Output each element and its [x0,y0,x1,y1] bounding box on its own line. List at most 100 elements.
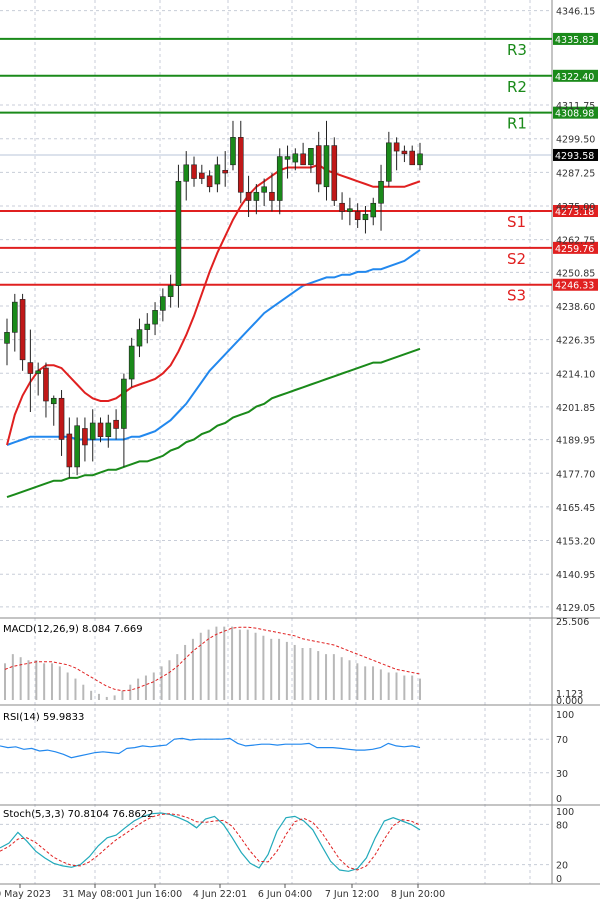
candle-body-bull [144,323,151,330]
support-resistance-levels: R3 4335.83 R2 4322.40 R1 4308.98 S1 4273.18 S2 42… [0,32,598,305]
candle-body-bear [191,164,197,179]
stoch-tick-label: 80 [556,820,568,831]
candle-body-bear [19,299,26,361]
candle-body-bull [323,145,330,188]
time-tick-label: 1 Jun 16:00 [128,889,182,900]
price-tick-label: 4262.75 [556,236,595,247]
rsi-tick-label: 70 [556,735,568,746]
candle-body-bull [128,345,135,380]
candle-body-bull [347,208,353,212]
stoch-tick-label: 100 [556,807,574,818]
candle-body-bull [370,202,377,218]
price-tick-label: 4165.45 [556,503,595,514]
candle-body-bull [230,137,236,166]
grid [0,0,600,885]
level-price-label-s3: 4246.33 [555,281,594,292]
candle-body-bull [121,378,127,429]
rsi-tick-label: 30 [556,769,568,780]
level-name-s2: S2 [507,250,526,268]
level-price-tag [553,32,598,45]
price-tick-label: 4226.35 [556,336,595,347]
candle-body-bear [401,150,408,155]
level-price-label-s2: 4259.76 [555,244,594,255]
level-name-r1: R1 [507,115,527,133]
rsi-tick-label: 100 [556,710,574,721]
candle-body-bull [284,156,291,160]
candle-body-bull [4,332,10,344]
ma-slow-line [6,347,421,499]
level-name-s3: S3 [507,287,526,305]
rsi-title: RSI(14) 59.9833 [3,712,84,723]
candle-body-bear [58,397,65,440]
time-axis: 30 May 2023 31 May 08:001 Jun 16:00 4 Jun … [0,884,445,900]
candle-body-bear [354,211,361,221]
price-tick-label: 4275.00 [556,202,595,213]
price-axis: 4346.15 4311.75 4299.50 4287.25 4275.00 4262.… [556,7,595,614]
level-price-tag [553,69,598,82]
price-tick-label: 4189.95 [556,436,595,447]
price-tick-label: 4140.95 [556,570,595,581]
candle-body-bear [315,145,322,185]
candle-body-bear [206,175,213,188]
stoch-d-line [0,813,421,871]
time-tick-label: 7 Jun 12:00 [325,889,379,900]
candle-body-bear [245,191,252,201]
candle-body-bull [378,180,384,204]
rsi-panel: 100 70 30 0 [0,710,574,805]
candle-body-bear [82,428,88,446]
candle-body-bull [261,186,267,193]
price-tick-label: 4311.75 [556,101,595,112]
candle-body-bull [292,153,299,163]
rsi-tick-label: 0 [556,794,562,805]
ma-mid-line [6,249,421,446]
candle-body-bull [74,425,80,468]
price-tick-label: 4250.85 [556,268,595,279]
candle-body-bull [214,164,221,185]
stoch-tick-label: 0 [556,874,562,885]
candle-body-bull [105,422,112,438]
level-price-label-r3: 4335.83 [555,35,594,46]
macd-tick-label: 25.506 [556,617,589,628]
price-tick-label: 4299.50 [556,135,595,146]
price-tick-label: 4177.70 [556,469,595,480]
level-price-tag [553,278,598,291]
level-price-tag [553,241,598,254]
current-price-label: 4293.58 [555,151,594,162]
candle-body-bull [35,370,41,374]
price-tick-label: 4214.10 [556,369,595,380]
candle-body-bear [43,367,49,402]
candle-body-bull [362,213,369,221]
price-tick-label: 4201.85 [556,403,595,414]
candle-body-bull [152,310,158,325]
macd-title: MACD(12,26,9) 8.084 7.669 [3,624,143,635]
candle-body-bear [331,145,338,201]
candle-body-bear [66,433,73,468]
candle-body-bull [167,285,174,297]
time-tick-label: 30 May 2023 [0,889,51,900]
candle-body-bear [27,362,34,374]
candle-body-bear [97,422,104,438]
price-tick-label: 4287.25 [556,168,595,179]
macd-signal-line [4,626,421,692]
stochastic-panel: 100 80 20 0 [0,807,574,885]
time-tick-label: 31 May 08:00 [62,889,127,900]
rsi-line [0,737,421,759]
candle-body-bull [253,191,260,201]
candle-body-bull [11,301,18,333]
level-price-tag [553,204,598,217]
candlesticks [4,120,423,478]
price-tick-label: 4129.05 [556,603,595,614]
level-price-label-r2: 4322.40 [555,72,594,83]
level-name-r3: R3 [507,41,527,59]
level-price-label-s1: 4273.18 [555,207,594,218]
level-name-r2: R2 [507,78,527,96]
time-tick-label: 6 Jun 04:00 [258,889,312,900]
price-tick-label: 4346.15 [556,7,595,18]
price-tick-label: 4153.20 [556,537,595,548]
candle-body-bull [308,148,314,166]
candle-body-bull [175,180,182,286]
candle-body-bear [237,137,244,193]
candle-body-bull [89,422,96,440]
ma-fast-line [6,163,421,446]
price-tick-label: 4238.60 [556,302,595,313]
